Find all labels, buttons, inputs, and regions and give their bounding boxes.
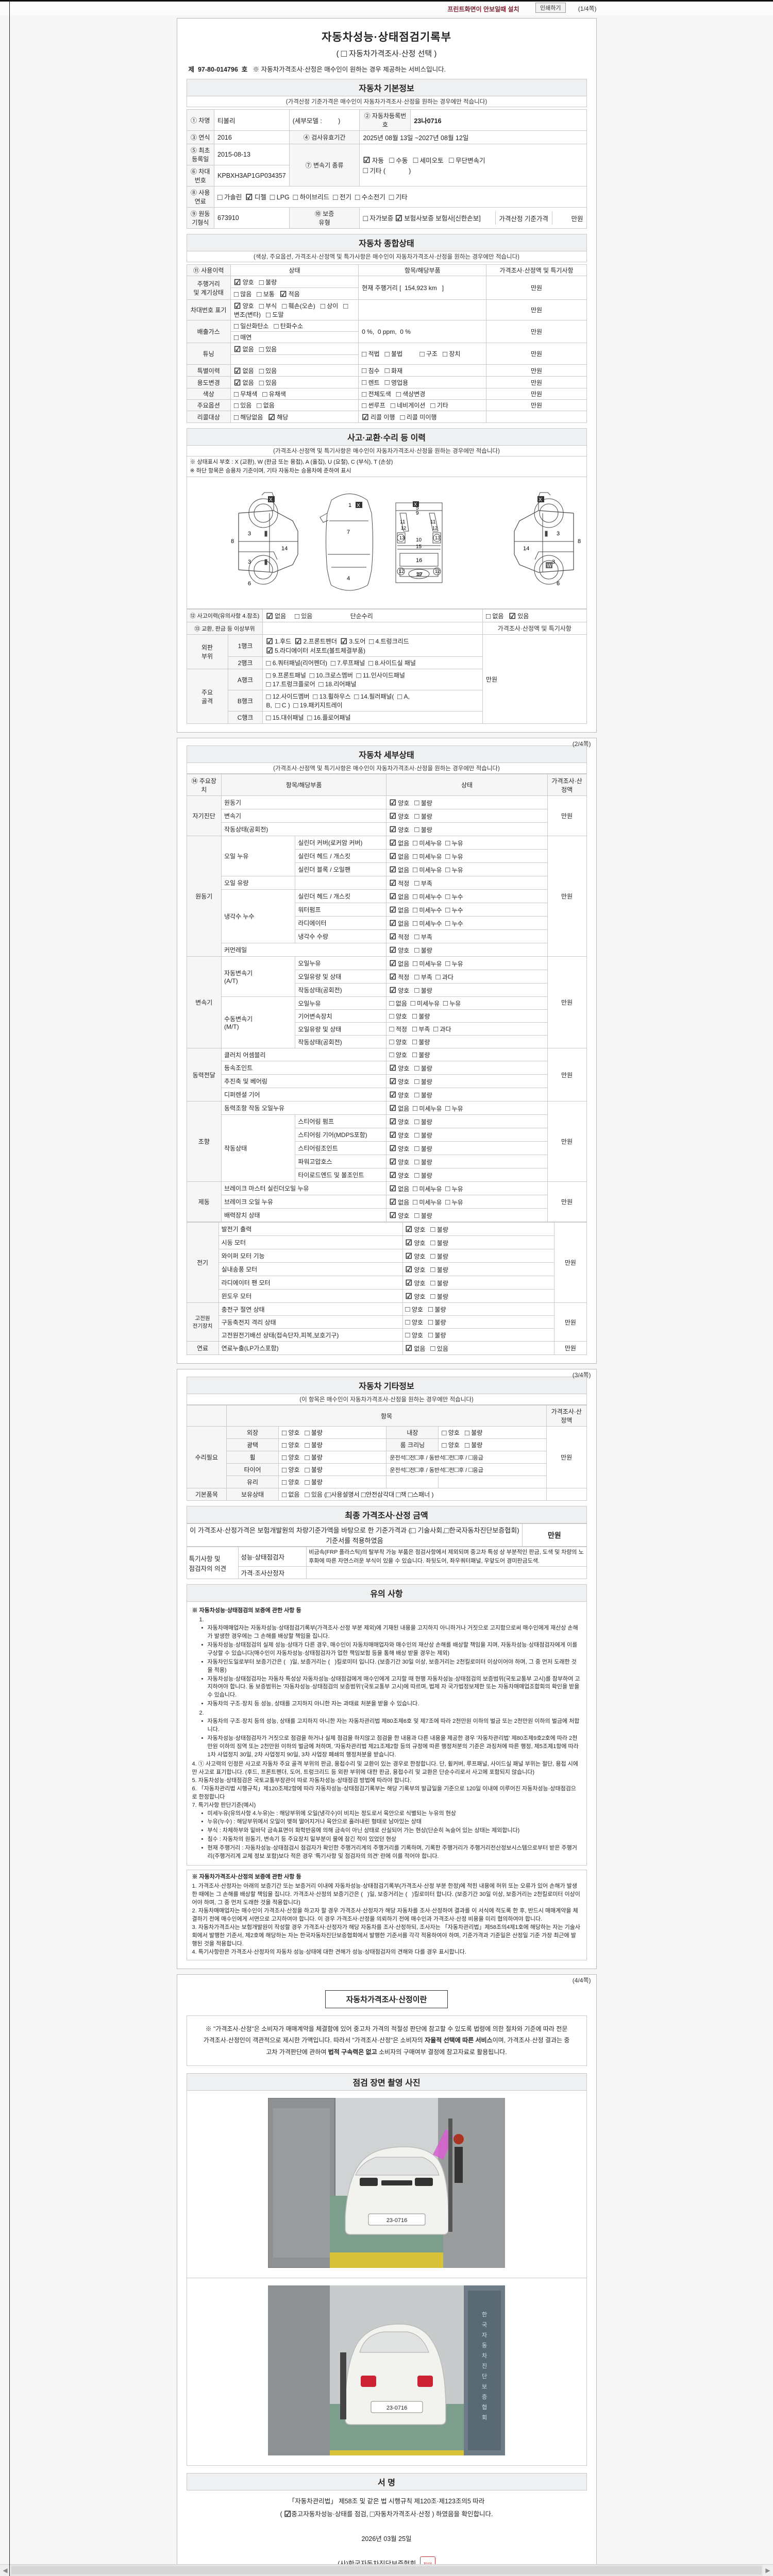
svg-text:자: 자 [482, 2332, 487, 2338]
svg-text:8: 8 [578, 538, 581, 545]
svg-text:14: 14 [281, 546, 288, 552]
svg-text:진: 진 [482, 2363, 487, 2369]
svg-text:단: 단 [482, 2373, 487, 2380]
svg-text:3: 3 [248, 559, 251, 565]
svg-text:차: 차 [482, 2352, 487, 2359]
svg-text:13: 13 [435, 535, 440, 540]
svg-text:8: 8 [231, 538, 234, 545]
svg-text:W: W [547, 563, 552, 569]
svg-text:6: 6 [557, 581, 560, 587]
svg-text:10: 10 [416, 537, 422, 543]
svg-text:4: 4 [347, 575, 350, 582]
svg-text:16: 16 [416, 557, 422, 564]
svg-text:7: 7 [347, 529, 350, 535]
svg-text:13: 13 [399, 535, 405, 540]
svg-text:11: 11 [400, 519, 406, 525]
svg-text:회: 회 [482, 2414, 487, 2421]
svg-text:협: 협 [482, 2404, 487, 2411]
svg-text:X: X [539, 497, 542, 503]
svg-text:국: 국 [482, 2322, 487, 2328]
svg-text:11: 11 [430, 519, 436, 525]
svg-text:23-0716: 23-0716 [386, 2405, 407, 2411]
svg-text:3: 3 [557, 531, 560, 537]
svg-text:6: 6 [248, 581, 251, 587]
svg-text:14: 14 [523, 546, 529, 552]
svg-text:3: 3 [248, 531, 251, 537]
svg-text:23-0716: 23-0716 [386, 2217, 407, 2224]
svg-text:보: 보 [482, 2383, 487, 2390]
svg-text:X: X [414, 502, 417, 507]
svg-text:12: 12 [435, 569, 440, 574]
svg-text:9: 9 [416, 511, 419, 516]
svg-text:17: 17 [417, 572, 423, 578]
svg-text:1: 1 [348, 502, 351, 509]
svg-text:12: 12 [399, 569, 404, 574]
svg-text:증: 증 [482, 2394, 487, 2400]
svg-text:X: X [269, 497, 273, 503]
svg-text:한: 한 [482, 2311, 487, 2318]
svg-text:15: 15 [416, 544, 422, 550]
svg-text:X: X [357, 503, 360, 509]
svg-text:동: 동 [482, 2343, 487, 2349]
svg-text:12: 12 [401, 526, 406, 531]
svg-text:12: 12 [432, 526, 438, 531]
